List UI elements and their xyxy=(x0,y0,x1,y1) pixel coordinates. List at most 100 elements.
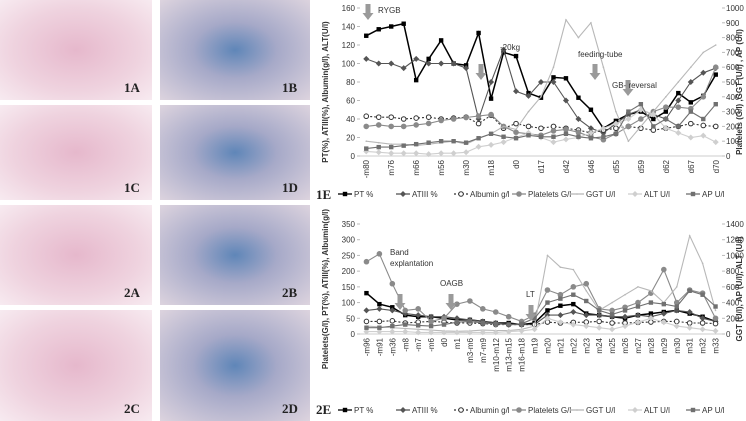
legend-label: Platelets G/l xyxy=(528,406,571,415)
data-point xyxy=(638,102,644,107)
x-tick-label: -m7 xyxy=(414,337,423,351)
data-point xyxy=(488,96,494,101)
x-tick-label: m29 xyxy=(660,337,669,353)
data-point xyxy=(450,150,457,157)
histology-image xyxy=(0,0,152,100)
legend-label: PT % xyxy=(354,190,373,199)
data-point xyxy=(673,307,680,314)
data-point xyxy=(476,136,481,141)
panel-label: 2A xyxy=(124,285,141,300)
data-point xyxy=(544,287,551,293)
data-point xyxy=(376,328,383,335)
data-point xyxy=(438,60,445,67)
data-point xyxy=(388,150,395,157)
legend-label: Albumin g/l xyxy=(470,190,510,199)
series-line xyxy=(366,234,717,332)
data-point xyxy=(648,300,654,305)
data-point xyxy=(613,131,619,136)
data-point xyxy=(571,301,576,307)
data-point xyxy=(363,328,370,335)
histology-image xyxy=(0,310,152,421)
data-point xyxy=(550,139,557,146)
y-tick-label: 250 xyxy=(342,251,356,260)
data-point xyxy=(388,114,395,120)
y-tick-label: 0 xyxy=(351,152,356,161)
y2-tick-label: 0 xyxy=(726,152,731,161)
y-tick-label: 120 xyxy=(342,41,356,50)
data-point xyxy=(402,328,409,335)
data-point xyxy=(572,268,575,271)
data-point xyxy=(463,65,470,72)
data-point xyxy=(675,129,682,136)
data-point xyxy=(492,309,499,315)
line-chart: 0 50 100 150 200 250 300 350 0 200 400 600 800 1000 12… xyxy=(316,209,744,417)
data-point xyxy=(660,319,667,326)
y-tick-label: 60 xyxy=(346,97,355,106)
data-point xyxy=(627,140,630,142)
data-point xyxy=(577,36,580,39)
data-point xyxy=(700,132,707,139)
y2-tick-label: 800 xyxy=(726,267,740,276)
data-point xyxy=(376,251,383,257)
series xyxy=(364,102,718,151)
data-point xyxy=(400,150,407,157)
data-point xyxy=(376,144,381,150)
data-point xyxy=(602,66,605,68)
histology-panels: 1A 1B 1C 1D 2A 2B 2C 2D xyxy=(0,0,310,421)
data-point xyxy=(673,318,680,325)
data-point xyxy=(525,123,532,130)
data-point xyxy=(479,329,486,336)
data-point xyxy=(463,149,470,156)
x-tick-label: m18 xyxy=(487,159,496,175)
series xyxy=(363,106,719,158)
data-point xyxy=(686,320,693,326)
annotation: Band explantation xyxy=(390,248,433,268)
x-tick-label: m30 xyxy=(462,159,471,175)
data-point xyxy=(596,318,602,325)
data-point xyxy=(363,123,370,130)
data-point xyxy=(402,307,409,314)
data-point xyxy=(557,291,564,298)
data-point xyxy=(570,284,577,290)
data-point xyxy=(505,328,512,335)
data-point xyxy=(622,308,628,313)
x-tick-label: m28 xyxy=(647,337,656,353)
annotation-arrow xyxy=(589,64,601,80)
y2-tick-label: 900 xyxy=(726,19,740,28)
data-point xyxy=(570,321,577,328)
x-tick-label: m13-m15 xyxy=(505,337,514,371)
data-point xyxy=(389,144,394,150)
y-tick-label: 50 xyxy=(346,314,355,323)
data-point xyxy=(463,114,469,121)
data-point xyxy=(688,234,691,237)
legend-label: ALT U/l xyxy=(644,406,670,415)
x-tick-label: m33 xyxy=(712,337,721,353)
data-point xyxy=(552,66,555,68)
y2-tick-label: 200 xyxy=(726,314,740,323)
data-point xyxy=(661,266,667,273)
data-point xyxy=(713,72,718,77)
data-point xyxy=(488,111,494,118)
series xyxy=(363,251,719,325)
data-point xyxy=(513,129,519,136)
data-point xyxy=(400,65,407,72)
panel-label: 2B xyxy=(282,285,298,300)
panel-label: 2E xyxy=(316,402,331,417)
x-tick-label: m25 xyxy=(608,337,617,353)
y2-tick-label: 1200 xyxy=(726,236,744,245)
data-point xyxy=(488,131,494,136)
data-point xyxy=(562,136,569,143)
series xyxy=(364,288,718,330)
data-point xyxy=(531,326,538,333)
data-point xyxy=(677,81,680,83)
data-point xyxy=(701,116,706,122)
data-point xyxy=(525,92,532,99)
data-point xyxy=(441,329,448,336)
data-point xyxy=(375,149,382,156)
data-point xyxy=(622,313,629,320)
x-tick-label: m27 xyxy=(634,337,643,353)
data-point xyxy=(488,79,495,85)
data-point xyxy=(505,313,512,320)
data-point xyxy=(480,306,486,312)
data-point xyxy=(428,318,434,325)
